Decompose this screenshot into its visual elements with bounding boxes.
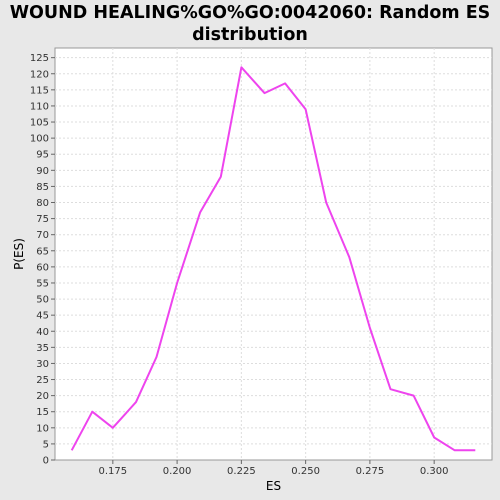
plot-area xyxy=(54,47,493,461)
data-point xyxy=(413,395,415,397)
series-line xyxy=(70,66,476,452)
y-tick-label: 30 xyxy=(36,359,49,370)
y-axis-label: P(ES) xyxy=(12,238,26,270)
y-tick-label: 5 xyxy=(43,439,49,450)
y-tick-label: 35 xyxy=(36,343,49,354)
y-tick-label: 70 xyxy=(36,230,49,241)
y-tick-label: 95 xyxy=(36,150,49,161)
y-tick-label: 20 xyxy=(36,391,49,402)
y-tick-label: 0 xyxy=(43,456,49,467)
y-tick-label: 60 xyxy=(36,262,49,273)
x-tick-label: 0.225 xyxy=(227,466,256,477)
data-point xyxy=(454,449,456,451)
x-axis: 0.175 0.200 0.225 0.250 0.275 0.300 xyxy=(99,460,449,477)
data-point xyxy=(71,449,73,451)
chart-title-line-2: distribution xyxy=(192,25,308,45)
data-point xyxy=(369,327,371,329)
y-tick-label: 105 xyxy=(30,118,49,129)
y-tick-label: 120 xyxy=(30,69,49,80)
data-point xyxy=(240,66,242,68)
x-tick-label: 0.175 xyxy=(99,466,128,477)
chart-title: WOUND HEALING%GO%GO:0042060: Random ES d… xyxy=(0,2,500,46)
y-tick-label: 85 xyxy=(36,182,49,193)
y-tick-label: 110 xyxy=(30,101,49,112)
data-point xyxy=(135,401,137,403)
y-tick-label: 15 xyxy=(36,407,49,418)
series-group xyxy=(70,66,476,452)
grid-lines xyxy=(55,48,492,460)
y-tick-label: 50 xyxy=(36,295,49,306)
y-axis: 0 5 10 15 20 25 30 35 40 45 50 55 60 65 70 75 80 85 90 95 10… xyxy=(30,53,55,467)
data-point xyxy=(433,436,435,438)
data-point xyxy=(176,282,178,284)
y-tick-label: 65 xyxy=(36,246,49,257)
y-tick-label: 10 xyxy=(36,423,49,434)
y-tick-label: 75 xyxy=(36,214,49,225)
y-tick-label: 55 xyxy=(36,278,49,289)
chart-title-line-1: WOUND HEALING%GO%GO:0042060: Random ES xyxy=(9,3,491,23)
y-tick-label: 100 xyxy=(30,134,49,145)
y-tick-label: 45 xyxy=(36,311,49,322)
x-tick-label: 0.300 xyxy=(420,466,449,477)
data-point xyxy=(91,411,93,413)
x-tick-label: 0.200 xyxy=(163,466,192,477)
y-tick-label: 40 xyxy=(36,327,49,338)
y-tick-label: 80 xyxy=(36,198,49,209)
y-tick-label: 25 xyxy=(36,375,49,386)
data-point xyxy=(264,92,266,94)
data-point xyxy=(348,256,350,258)
data-point xyxy=(112,427,114,429)
data-point xyxy=(199,211,201,213)
data-point xyxy=(156,356,158,358)
x-axis-label: ES xyxy=(266,479,281,493)
y-tick-label: 125 xyxy=(30,53,49,64)
x-tick-label: 0.250 xyxy=(291,466,320,477)
data-point xyxy=(325,202,327,204)
data-point xyxy=(305,108,307,110)
data-point xyxy=(284,82,286,84)
data-point xyxy=(220,176,222,178)
y-tick-label: 90 xyxy=(36,166,49,177)
y-tick-label: 115 xyxy=(30,85,49,96)
data-point xyxy=(474,449,476,451)
x-tick-label: 0.275 xyxy=(356,466,385,477)
data-point xyxy=(389,388,391,390)
